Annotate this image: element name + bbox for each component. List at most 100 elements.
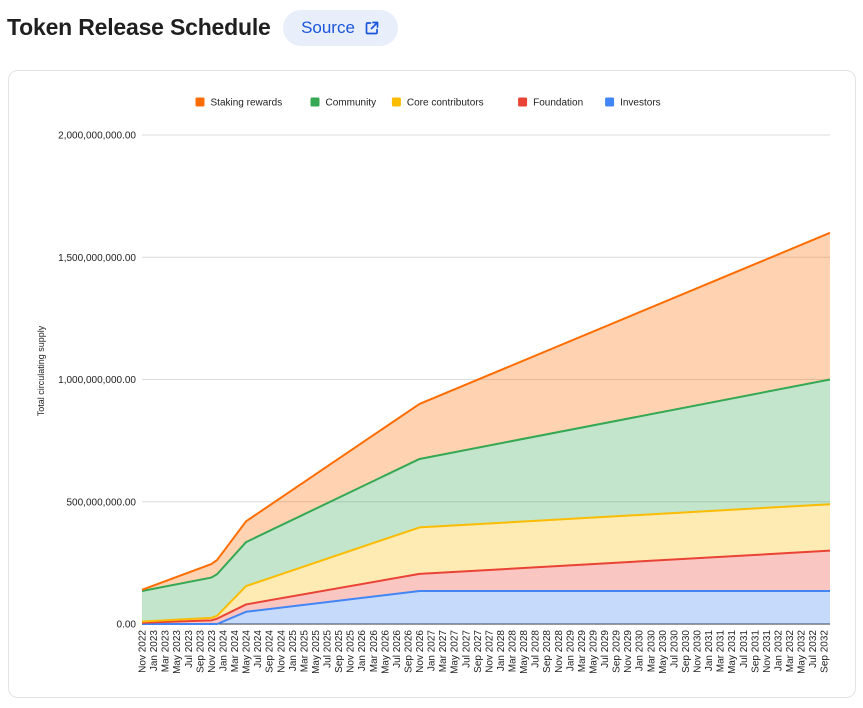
line-community — [141, 378, 831, 592]
x-tick-label: Mar 2027 — [438, 630, 449, 673]
x-tick-label: Jan 2026 — [357, 630, 368, 672]
x-tick-label: Jan 2031 — [704, 630, 715, 672]
area-staking-rewards — [142, 232, 830, 591]
x-tick-label: Jul 2029 — [600, 630, 611, 668]
area-chart: 0.00 500,000,000.00 1,000,000,000.00 1,500,… — [36, 97, 831, 674]
x-tick-label: Mar 2026 — [369, 630, 380, 673]
x-tick-label: Mar 2024 — [230, 630, 241, 673]
x-tick-label: May 2027 — [450, 630, 461, 674]
x-tick-label: Jan 2032 — [773, 630, 784, 672]
x-tick-label: May 2028 — [519, 630, 530, 674]
x-tick-label: Nov 2026 — [415, 630, 426, 673]
x-tick-label: Sep 2032 — [820, 630, 831, 673]
y-tick-label: 2,000,000,000.00 — [58, 131, 136, 142]
line-foundation — [141, 549, 831, 624]
x-tick-label: Jan 2024 — [218, 630, 229, 672]
legend-label: Core contributors — [407, 98, 484, 109]
x-tick-label: Mar 2025 — [299, 630, 310, 673]
x-tick-label: Jul 2024 — [253, 630, 264, 668]
x-tick-label: Mar 2029 — [577, 630, 588, 673]
source-label: Source — [301, 18, 355, 37]
legend-item-investors[interactable]: Investors — [605, 97, 661, 109]
series-lines — [141, 231, 831, 625]
x-tick-label: May 2032 — [797, 630, 808, 674]
x-tick-label: Jan 2028 — [496, 630, 507, 672]
legend-item-core-contributors[interactable]: Core contributors — [391, 97, 484, 109]
legend-label: Community — [326, 98, 377, 109]
series-areas — [142, 232, 830, 624]
y-tick-label: 0.00 — [117, 620, 137, 631]
x-tick-label: Nov 2030 — [693, 630, 704, 673]
x-tick-label: Jul 2030 — [669, 630, 680, 668]
x-tick-label: Nov 2024 — [276, 630, 287, 673]
legend-item-community[interactable]: Community — [310, 97, 377, 109]
x-tick-label: May 2023 — [172, 630, 183, 674]
x-tick-label: Jul 2026 — [392, 630, 403, 668]
x-tick-label: Mar 2030 — [646, 630, 657, 673]
x-tick-label: Nov 2029 — [623, 630, 634, 673]
x-tick-label: Jul 2027 — [461, 630, 472, 668]
x-tick-label: May 2031 — [727, 630, 738, 674]
area-foundation — [142, 550, 830, 624]
x-tick-label: Jul 2032 — [808, 630, 819, 668]
line-core-contributors — [141, 503, 831, 623]
x-tick-label: Nov 2028 — [554, 630, 565, 673]
gridlines — [142, 134, 830, 625]
external-link-icon — [364, 20, 380, 36]
x-tick-label: Nov 2031 — [762, 630, 773, 673]
y-axis: 0.00 500,000,000.00 1,000,000,000.00 1,500,… — [58, 131, 136, 631]
x-tick-label: May 2026 — [380, 630, 391, 674]
x-tick-label: Sep 2030 — [681, 630, 692, 673]
x-tick-label: Mar 2031 — [716, 630, 727, 673]
x-tick-label: May 2025 — [311, 630, 322, 674]
x-tick-label: Jul 2031 — [739, 630, 750, 668]
x-tick-label: Jan 2023 — [149, 630, 160, 672]
x-tick-label: Sep 2031 — [750, 630, 761, 673]
x-tick-label: Mar 2032 — [785, 630, 796, 673]
x-tick-label: Sep 2025 — [334, 630, 345, 673]
line-staking-rewards — [141, 231, 831, 591]
legend-item-staking-rewards[interactable]: Staking rewards — [195, 97, 283, 109]
x-tick-label: Sep 2027 — [473, 630, 484, 673]
area-core-contributors — [142, 504, 830, 623]
x-tick-label: Jan 2030 — [635, 630, 646, 672]
x-tick-label: Nov 2027 — [484, 630, 495, 673]
x-tick-label: Sep 2024 — [265, 630, 276, 673]
area-investors — [142, 590, 830, 624]
page-title: Token Release Schedule — [7, 14, 271, 40]
legend-label: Foundation — [533, 98, 583, 109]
source-button[interactable]: Source — [283, 10, 398, 46]
x-tick-label: Sep 2023 — [195, 630, 206, 673]
x-tick-label: Mar 2023 — [161, 630, 172, 673]
legend-item-foundation[interactable]: Foundation — [518, 97, 583, 109]
y-tick-label: 1,500,000,000.00 — [58, 253, 136, 264]
legend-label: Investors — [620, 98, 661, 109]
x-tick-label: Nov 2023 — [207, 630, 218, 673]
x-tick-label: May 2029 — [588, 630, 599, 674]
y-tick-label: 500,000,000.00 — [66, 497, 136, 508]
x-tick-label: Jan 2025 — [288, 630, 299, 672]
legend-label: Staking rewards — [211, 98, 283, 109]
y-tick-label: 1,000,000,000.00 — [58, 375, 136, 386]
legend-swatch — [391, 97, 401, 107]
x-tick-label: Sep 2028 — [542, 630, 553, 673]
x-tick-label: Jan 2029 — [565, 630, 576, 672]
legend-swatch — [310, 97, 320, 107]
legend-swatch — [195, 97, 205, 107]
x-tick-label: May 2030 — [658, 630, 669, 674]
x-axis: Nov 2022 Jan 2023 Mar 2023 May 2023 Jul 2023… — [138, 630, 831, 674]
x-tick-label: Mar 2028 — [508, 630, 519, 673]
x-tick-label: Nov 2025 — [346, 630, 357, 673]
legend-swatch — [518, 97, 528, 107]
x-tick-label: Jan 2027 — [427, 630, 438, 672]
x-tick-label: May 2024 — [242, 630, 253, 674]
x-tick-label: Nov 2022 — [138, 630, 149, 673]
area-community — [142, 379, 830, 622]
legend: Staking rewards Community Core contributor… — [195, 97, 661, 109]
x-tick-label: Sep 2029 — [612, 630, 623, 673]
legend-swatch — [605, 97, 615, 107]
x-tick-label: Jul 2028 — [531, 630, 542, 668]
x-tick-label: Jul 2025 — [323, 630, 334, 668]
chart-card: 0.00 500,000,000.00 1,000,000,000.00 1,500,… — [8, 70, 856, 698]
y-axis-title: Total circulating supply — [36, 325, 46, 416]
